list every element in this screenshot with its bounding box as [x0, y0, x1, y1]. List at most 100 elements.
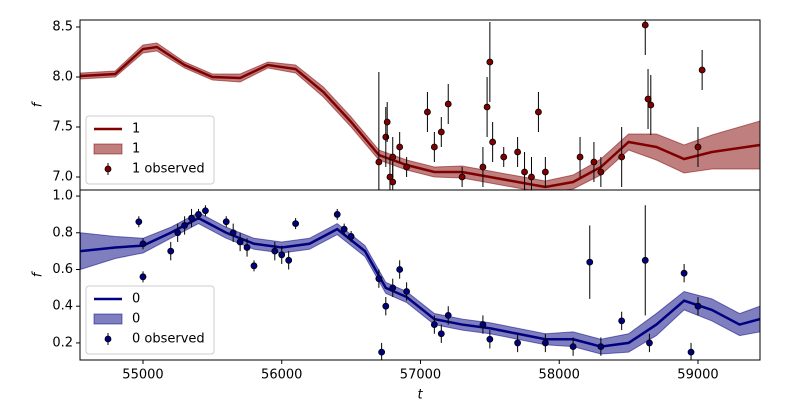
observation [687, 342, 695, 360]
observation [535, 92, 542, 132]
data-point [597, 343, 605, 350]
data-point [514, 148, 522, 156]
observation [437, 117, 445, 147]
observation [375, 72, 383, 190]
observation [514, 137, 522, 167]
data-point [188, 214, 195, 222]
data-point [486, 58, 494, 66]
observation [458, 167, 466, 187]
data-point [430, 321, 438, 328]
y-tick-label: 8.0 [52, 70, 73, 85]
data-point [236, 238, 244, 246]
observation [489, 122, 497, 162]
legend-label: 0 [132, 292, 140, 307]
data-point [229, 229, 237, 237]
observation [641, 205, 649, 316]
observation [340, 223, 348, 235]
data-point [444, 311, 452, 319]
data-point [202, 207, 209, 215]
data-point [479, 163, 487, 171]
observation [479, 147, 487, 187]
data-point [382, 133, 390, 141]
data-point [135, 218, 143, 226]
data-point [646, 339, 653, 347]
data-point [383, 118, 391, 126]
data-point [375, 158, 383, 166]
observation [694, 127, 702, 167]
data-point [437, 330, 445, 338]
data-point [285, 256, 293, 264]
data-point [641, 256, 649, 264]
data-point [483, 103, 491, 111]
data-point [597, 168, 605, 176]
x-tick-label: 58000 [539, 368, 580, 383]
data-point [528, 173, 535, 181]
observation [444, 84, 452, 124]
observation [167, 241, 175, 261]
observation [430, 315, 438, 334]
observation [202, 205, 209, 217]
data-point [271, 247, 279, 255]
data-point [687, 348, 695, 356]
observation [375, 269, 383, 288]
observation [403, 157, 411, 177]
observation [174, 223, 182, 242]
data-point [403, 163, 411, 171]
x-tick-label: 55000 [122, 368, 163, 383]
data-point [181, 222, 189, 229]
observation [396, 132, 404, 162]
data-point [694, 302, 702, 310]
data-point [644, 95, 652, 103]
data-point [576, 153, 584, 161]
x-tick-label: 57000 [400, 368, 441, 383]
observation [382, 297, 390, 316]
observation [292, 218, 300, 230]
data-point [222, 218, 230, 226]
data-point [514, 339, 522, 347]
data-point [569, 343, 577, 350]
data-point [292, 220, 300, 227]
confidence-band [80, 212, 760, 355]
observation [181, 216, 189, 235]
observation [195, 208, 202, 220]
data-point [521, 168, 528, 176]
y-tick-label: 7.0 [52, 170, 73, 185]
data-point [424, 108, 431, 116]
data-point [694, 143, 702, 151]
y-tick-label: 7.5 [52, 120, 73, 135]
y-tick-label: 1.0 [52, 189, 73, 204]
observation [597, 157, 605, 187]
x-tick-label: 56000 [261, 368, 302, 383]
observation [444, 306, 452, 325]
observation [569, 337, 577, 356]
legend-patch [93, 313, 123, 325]
data-point [647, 101, 655, 109]
observation [139, 271, 147, 283]
data-point [541, 339, 549, 347]
data-point [618, 153, 626, 161]
data-point [586, 258, 594, 266]
data-point [139, 273, 147, 281]
observation [644, 69, 652, 129]
legend-label: 1 [132, 122, 140, 137]
observation [514, 333, 522, 353]
observation [486, 22, 494, 102]
observation [236, 232, 244, 252]
observation [424, 92, 431, 132]
observation [500, 147, 508, 167]
observation [403, 282, 411, 301]
observation [285, 251, 293, 270]
legend-patch [93, 143, 123, 155]
data-point [243, 244, 251, 251]
observation [641, 20, 649, 55]
observation [618, 311, 626, 331]
observation [590, 142, 598, 182]
observation [483, 77, 491, 137]
data-point [486, 335, 494, 343]
data-point [430, 143, 438, 151]
data-point [167, 247, 175, 255]
data-point [389, 178, 397, 186]
observation [479, 315, 487, 334]
data-point [340, 225, 348, 233]
data-point [535, 108, 542, 116]
